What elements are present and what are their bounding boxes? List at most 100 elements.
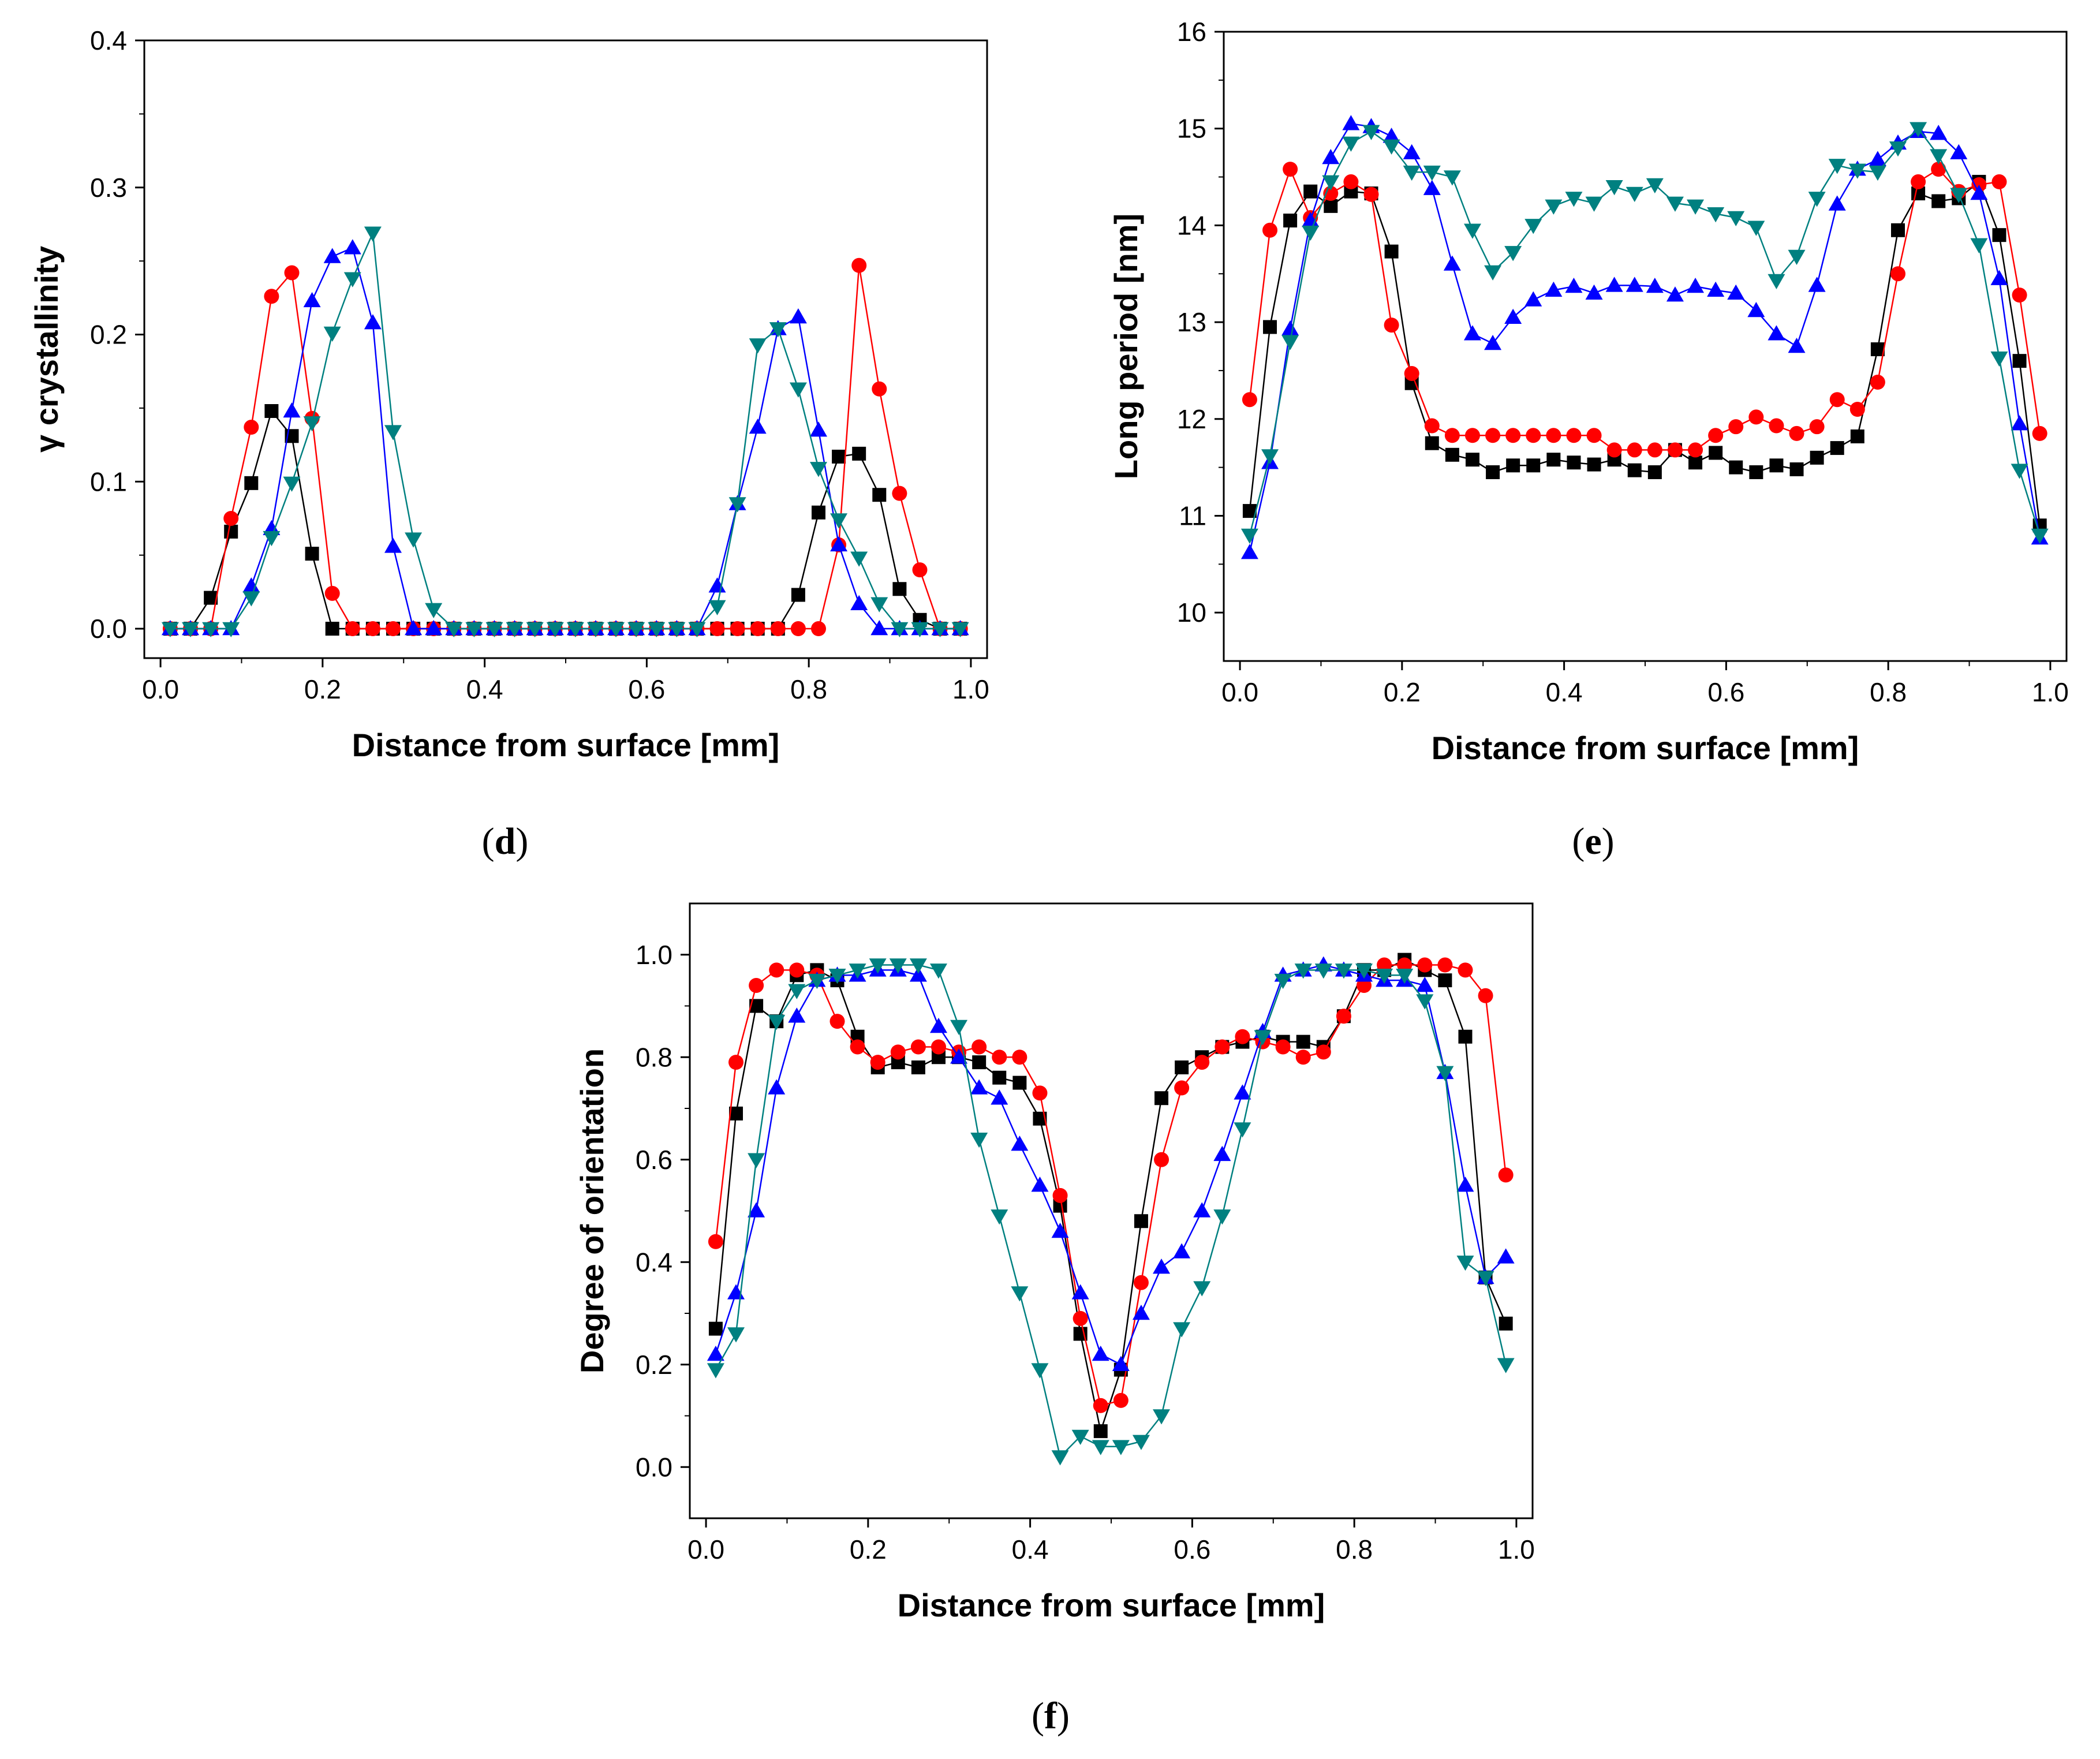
- data-point-d-3: [343, 272, 361, 287]
- data-point-e-3: [1281, 335, 1299, 350]
- data-point-e-3: [1342, 136, 1360, 152]
- data-point-d-0: [224, 524, 238, 539]
- data-point-e-3: [1990, 351, 2008, 367]
- data-point-e-0: [1263, 320, 1277, 334]
- data-point-f-2: [929, 1018, 947, 1033]
- data-point-d-3: [182, 622, 200, 638]
- y-axis-title-f: Degree of orientation: [574, 1048, 610, 1373]
- x-tick-label-f: 0.8: [1336, 1534, 1373, 1564]
- data-point-d-3: [607, 622, 625, 638]
- data-point-f-2: [1132, 1305, 1150, 1320]
- data-point-e-3: [1768, 274, 1785, 289]
- data-point-f-3: [1314, 963, 1332, 979]
- data-point-f-3: [1011, 1286, 1029, 1302]
- data-point-d-2: [810, 421, 827, 437]
- series-e-0: [1242, 174, 2047, 533]
- data-point-e-2: [1463, 325, 1481, 341]
- series-line-f-1: [715, 964, 1507, 1407]
- data-point-e-3: [1889, 141, 1907, 157]
- series-line-f-3: [715, 964, 1507, 1458]
- data-point-e-1: [1283, 162, 1298, 177]
- data-point-f-3: [929, 963, 947, 979]
- data-point-f-1: [708, 1234, 723, 1249]
- data-point-d-1: [244, 420, 259, 435]
- data-point-f-3: [1112, 1440, 1130, 1455]
- panel-label-e: (e): [1572, 820, 1615, 862]
- data-point-e-1: [1789, 425, 1804, 441]
- data-point-f-1: [1133, 1275, 1149, 1290]
- x-tick-label-e: 0.8: [1870, 677, 1907, 707]
- data-point-f-0: [992, 1070, 1007, 1085]
- data-point-e-1: [2012, 287, 2027, 303]
- data-point-d-3: [749, 338, 767, 354]
- data-point-d-3: [850, 551, 868, 567]
- data-point-e-2: [1545, 281, 1563, 297]
- x-tick-label-f: 0.2: [850, 1534, 887, 1564]
- data-point-d-1: [264, 289, 279, 304]
- series-d-3: [161, 226, 969, 638]
- data-point-f-1: [1437, 957, 1453, 973]
- data-point-e-0: [2012, 354, 2027, 368]
- data-point-d-1: [324, 585, 340, 601]
- x-tick-label-d: 0.8: [790, 674, 827, 704]
- y-tick-label-e: 11: [1179, 501, 1206, 531]
- data-point-f-1: [1235, 1029, 1250, 1044]
- x-tick-label-e: 0.4: [1546, 677, 1583, 707]
- data-point-d-3: [627, 622, 645, 638]
- data-point-d-3: [546, 622, 564, 638]
- data-point-e-1: [1505, 428, 1521, 443]
- data-point-f-3: [1335, 963, 1352, 979]
- data-point-d-3: [303, 416, 321, 432]
- x-tick-label-d: 1.0: [952, 674, 989, 704]
- data-point-f-1: [850, 1039, 865, 1055]
- data-point-f-2: [909, 966, 927, 982]
- data-point-f-1: [1113, 1392, 1129, 1408]
- data-point-f-3: [1436, 1066, 1454, 1081]
- data-point-e-3: [1484, 265, 1502, 281]
- y-tick-label-e: 12: [1177, 404, 1206, 434]
- series-line-e-1: [1249, 167, 2041, 451]
- y-tick-label-e: 16: [1177, 17, 1206, 47]
- data-point-e-3: [2011, 464, 2028, 479]
- panel-label-e-letter: e: [1585, 820, 1602, 862]
- data-point-e-3: [1403, 165, 1421, 181]
- data-point-f-0: [1458, 1029, 1473, 1044]
- x-tick-label-e: 0.2: [1384, 677, 1421, 707]
- series-e-1: [1242, 162, 2047, 458]
- data-point-d-2: [384, 537, 402, 553]
- y-tick-label-d: 0.3: [90, 173, 127, 203]
- data-point-f-2: [1031, 1177, 1049, 1192]
- data-point-f-1: [1052, 1187, 1068, 1203]
- data-point-e-2: [1342, 115, 1360, 130]
- data-point-e-2: [1950, 144, 1968, 159]
- data-point-e-3: [1605, 180, 1623, 196]
- data-point-f-2: [1213, 1145, 1231, 1162]
- data-point-e-2: [1504, 308, 1522, 324]
- data-point-f-2: [1173, 1243, 1191, 1258]
- data-point-e-1: [1769, 418, 1784, 434]
- data-point-d-3: [202, 622, 220, 638]
- data-point-d-0: [872, 488, 887, 502]
- data-point-d-3: [668, 622, 686, 638]
- data-point-f-1: [890, 1044, 906, 1060]
- data-point-f-3: [1234, 1122, 1251, 1138]
- data-point-e-1: [1728, 419, 1744, 435]
- data-point-f-3: [849, 963, 866, 979]
- data-point-e-3: [1504, 246, 1522, 262]
- data-point-d-3: [951, 622, 969, 638]
- data-point-f-3: [1294, 963, 1312, 979]
- data-point-e-3: [1585, 196, 1603, 212]
- data-point-f-2: [1011, 1136, 1029, 1151]
- data-point-e-1: [1971, 177, 1987, 192]
- data-point-e-0: [1749, 465, 1763, 479]
- data-point-f-3: [727, 1327, 745, 1343]
- y-tick-label-d: 0.2: [90, 320, 127, 350]
- series-e-2: [1240, 115, 2049, 559]
- data-point-f-2: [1416, 977, 1434, 992]
- data-point-d-3: [830, 513, 848, 529]
- data-point-f-2: [768, 1079, 786, 1095]
- data-point-e-0: [1789, 462, 1804, 476]
- data-point-f-2: [1051, 1223, 1069, 1238]
- y-tick-label-f: 0.8: [636, 1042, 672, 1072]
